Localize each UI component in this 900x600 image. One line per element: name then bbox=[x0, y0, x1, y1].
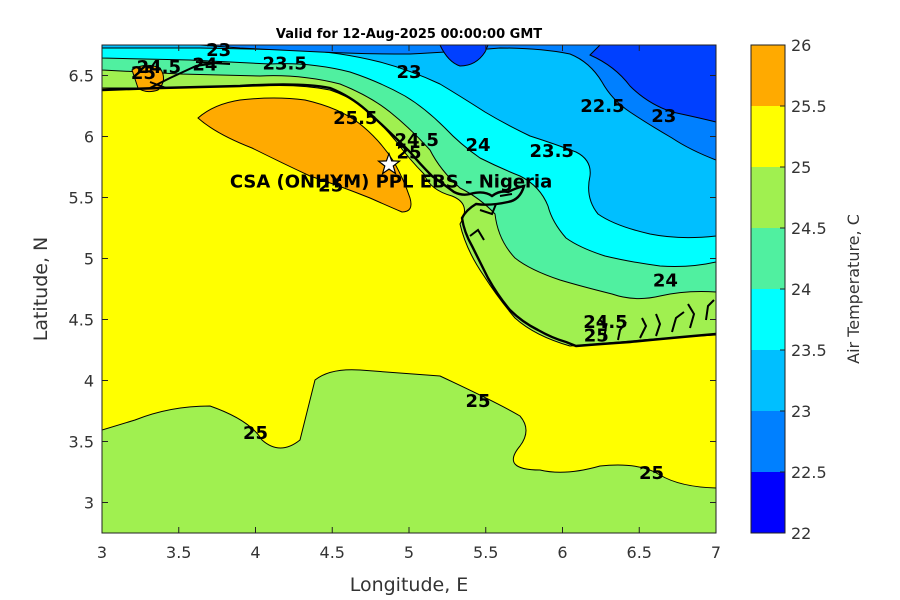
colorbar-tick-label: 22.5 bbox=[791, 463, 827, 482]
y-tick-label: 3.5 bbox=[69, 433, 94, 452]
band-22-22.5-top bbox=[439, 45, 489, 67]
x-tick-label: 5 bbox=[404, 543, 414, 562]
contour-label: 25 bbox=[584, 325, 609, 346]
y-tick-label: 4 bbox=[84, 372, 94, 391]
contour-label: 24 bbox=[653, 270, 678, 291]
colorbar-tick-label: 23 bbox=[791, 402, 811, 421]
contour-label: 25 bbox=[243, 423, 268, 444]
x-tick-label: 5.5 bbox=[473, 543, 498, 562]
colorbar-tick-label: 23.5 bbox=[791, 341, 827, 360]
band-25-25.5 bbox=[197, 97, 412, 213]
x-tick-label: 3 bbox=[97, 543, 107, 562]
contour-label: 23.5 bbox=[530, 141, 574, 162]
band-23-23.5 bbox=[102, 45, 716, 239]
chart-title: Valid for 12-Aug-2025 00:00:00 GMT bbox=[276, 27, 542, 42]
contour-label: 24.5 bbox=[137, 57, 181, 78]
y-axis-label: Latitude, N bbox=[30, 237, 52, 342]
colorbar-segment bbox=[751, 167, 785, 228]
y-tick-label: 4.5 bbox=[69, 311, 94, 330]
colorbar-segment bbox=[751, 350, 785, 411]
colorbar-segment bbox=[751, 289, 785, 350]
x-tick-label: 4 bbox=[250, 543, 260, 562]
temperature-contour-map bbox=[102, 45, 716, 533]
band-22-22.5 bbox=[589, 45, 716, 123]
contour-label: 25 bbox=[639, 463, 664, 484]
y-tick-label: 5.5 bbox=[69, 189, 94, 208]
colorbar-tick-label: 26 bbox=[791, 36, 811, 55]
coastline-river-1 bbox=[599, 299, 715, 341]
colorbar-tick-label: 24 bbox=[791, 280, 811, 299]
y-axis: 3 3.5 4 4.5 5 5.5 6 6.5 bbox=[69, 67, 716, 513]
y-tick-label: 6.5 bbox=[69, 67, 94, 86]
site-marker: CSA (ONHYM) PPL EBS - Nigeria bbox=[230, 151, 552, 193]
colorbar-label: Air Temperature, C bbox=[844, 214, 863, 364]
x-tick-label: 7 bbox=[711, 543, 721, 562]
y-tick-label: 5 bbox=[84, 250, 94, 269]
contour-label: 24 bbox=[466, 135, 491, 156]
coastline-river-2 bbox=[469, 193, 513, 241]
contour-label: 25 bbox=[318, 175, 343, 196]
colorbar-tick-label: 25 bbox=[791, 158, 811, 177]
colorbar-segment bbox=[751, 472, 785, 533]
y-tick-label: 3 bbox=[84, 494, 94, 513]
contour-label: 24.5 bbox=[583, 312, 627, 333]
site-star-icon bbox=[376, 151, 402, 175]
x-axis-label: Longitude, E bbox=[350, 574, 469, 596]
colorbar-segment bbox=[751, 411, 785, 472]
colorbar-tick-label: 25.5 bbox=[791, 97, 827, 116]
y-tick-label: 6 bbox=[84, 128, 94, 147]
colorbar-tick-label: 22 bbox=[791, 524, 811, 543]
contour-label: 23 bbox=[651, 106, 676, 127]
x-tick-label: 6 bbox=[557, 543, 567, 562]
colorbar: 22 22.5 23 23.5 24 24.5 25 25.5 26 bbox=[750, 36, 827, 543]
band-24-24.5-south bbox=[102, 369, 716, 533]
contour-label: 22.5 bbox=[580, 96, 624, 117]
contour-label: 23.5 bbox=[262, 53, 306, 74]
contour-label: 24.5 bbox=[394, 130, 438, 151]
contour-label: 23 bbox=[206, 40, 231, 61]
contour-label: 25.5 bbox=[333, 108, 377, 129]
colorbar-tick-label: 24.5 bbox=[791, 219, 827, 238]
contour-label: 23 bbox=[396, 62, 421, 83]
contour-label: 25 bbox=[466, 391, 491, 412]
contour-label: 25 bbox=[131, 63, 156, 84]
coastline-nw bbox=[149, 61, 231, 89]
contour-label: 24 bbox=[192, 55, 217, 76]
x-tick-label: 6.5 bbox=[627, 543, 652, 562]
x-tick-label: 3.5 bbox=[166, 543, 191, 562]
x-axis: 3 3.5 4 4.5 5 5.5 6 6.5 7 bbox=[97, 45, 721, 562]
colorbar-segment bbox=[751, 45, 785, 106]
colorbar-segment bbox=[751, 106, 785, 167]
contour-label: 25 bbox=[396, 142, 421, 163]
coastline bbox=[102, 83, 716, 348]
site-label: CSA (ONHYM) PPL EBS - Nigeria bbox=[230, 172, 552, 193]
x-tick-label: 4.5 bbox=[320, 543, 345, 562]
colorbar-segment bbox=[751, 228, 785, 289]
